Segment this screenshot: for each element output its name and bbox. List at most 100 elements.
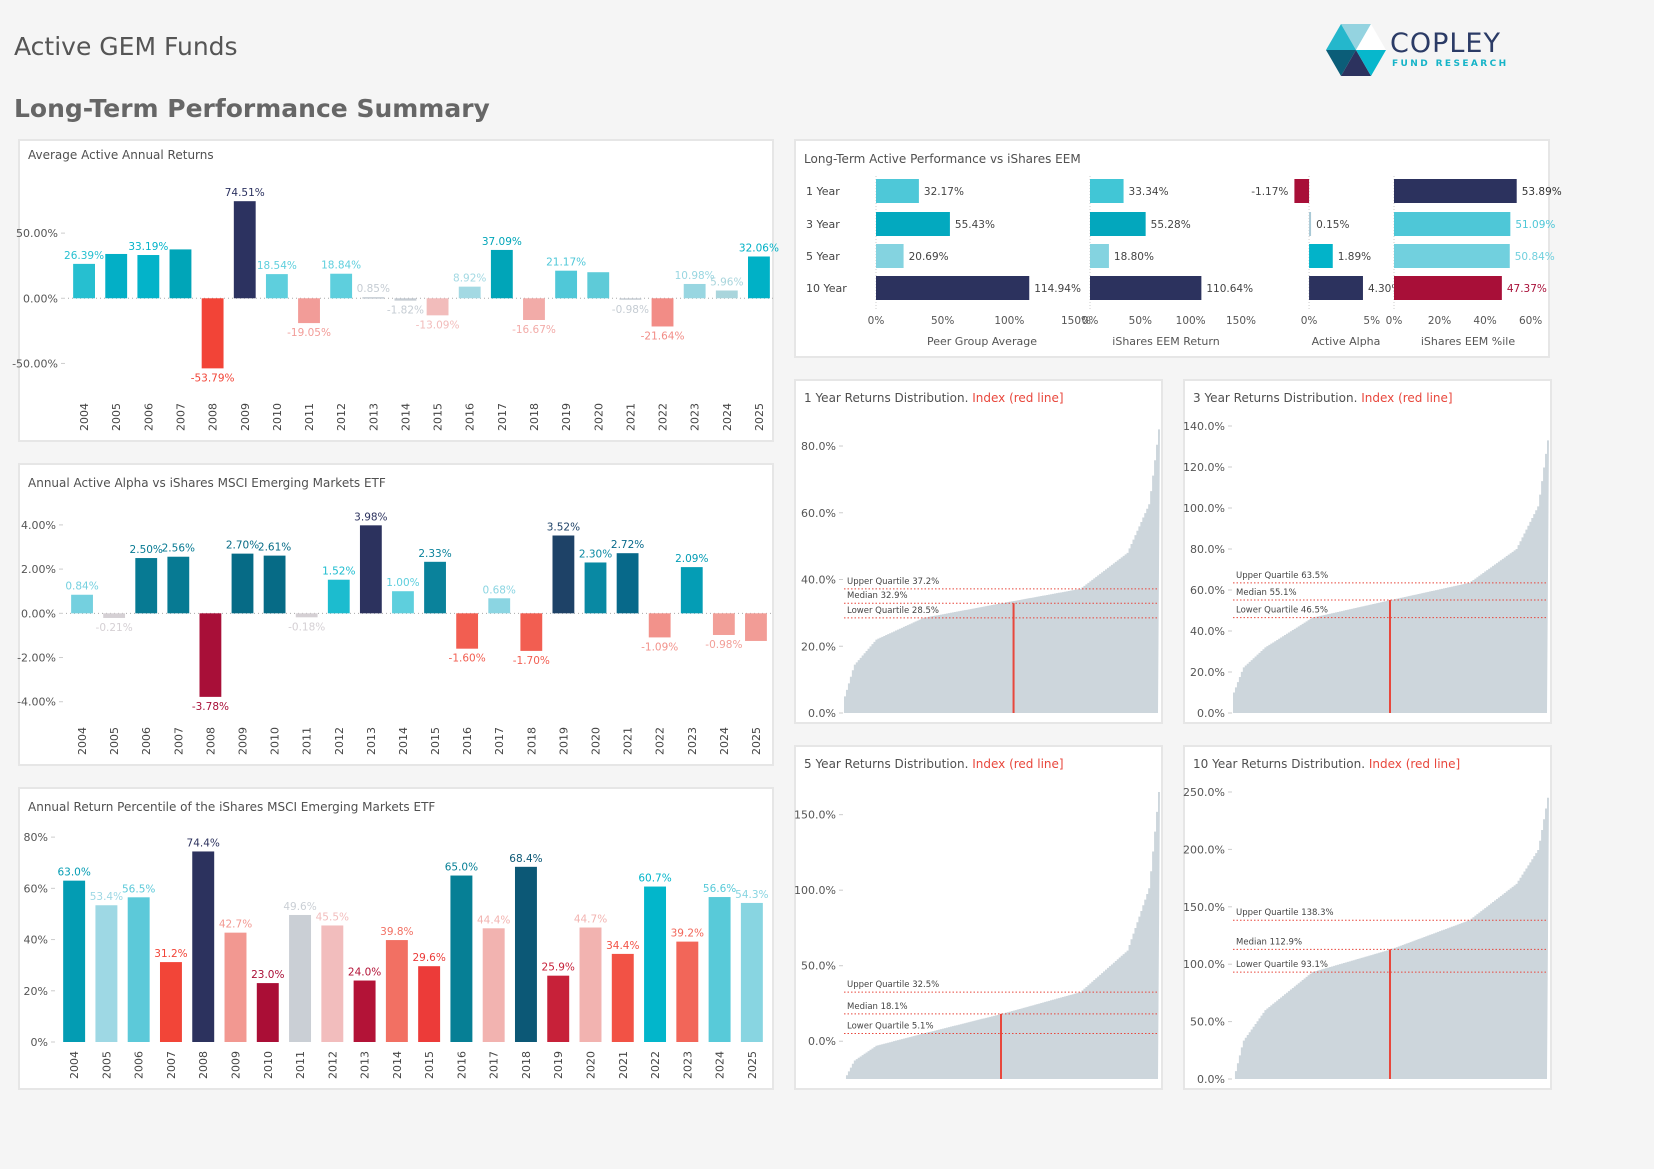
bar <box>876 212 950 236</box>
data-label: 3.98% <box>354 511 387 523</box>
data-label: 1.89% <box>1338 251 1371 263</box>
x-tick-label: 2016 <box>461 727 474 755</box>
avg-active-returns-chart: -50.00% 0.00% 50.00% 26.39% 2004 2005 33.19% 20… <box>12 187 779 431</box>
x-tick-label: 2016 <box>455 1051 468 1079</box>
dashboard-title: Active GEM Funds <box>14 32 238 61</box>
bar <box>1090 244 1109 268</box>
data-label: -53.79% <box>191 372 235 384</box>
data-label: 26.39% <box>64 250 104 262</box>
data-label: 53.89% <box>1522 186 1562 198</box>
data-label: 32.06% <box>739 242 779 254</box>
active-alpha-chart: -4.00% -2.00% 0.00% 2.00% 4.00% 0.84% 2004 -0.2… <box>17 511 772 755</box>
index-legend: Index (red line] <box>1361 391 1453 405</box>
data-label: 2.50% <box>130 544 163 556</box>
y-tick-label: 100.0% <box>1183 502 1225 515</box>
upper-quartile-label: Upper Quartile 63.5% <box>1236 571 1328 581</box>
bar <box>63 880 86 1042</box>
data-label: 34.4% <box>606 940 639 952</box>
bar <box>523 298 545 320</box>
x-tick-label: 2021 <box>617 1051 630 1079</box>
avg-active-returns-panel: Average Active Annual Returns -50.00% 0.0… <box>12 139 779 442</box>
bar <box>233 201 256 299</box>
data-label: 74.51% <box>225 187 265 199</box>
upper-quartile-label: Upper Quartile 37.2% <box>847 577 939 587</box>
data-label: -16.67% <box>512 324 556 336</box>
y-tick-label: 0% <box>31 1036 48 1049</box>
dist-title: 3 Year Returns Distribution. <box>1193 391 1358 405</box>
x-tick-label: 2017 <box>496 403 509 431</box>
y-tick-label: 250.0% <box>1183 786 1225 799</box>
chart-title: 3 Year Returns Distribution. Index (red … <box>1193 391 1453 405</box>
bar <box>552 535 575 614</box>
x-tick-label: 2021 <box>622 727 635 755</box>
index-legend: Index (red line] <box>972 391 1064 405</box>
dist-title: 10 Year Returns Distribution. <box>1193 757 1366 771</box>
bar <box>1309 244 1333 268</box>
row-label: 5 Year <box>806 250 840 263</box>
axis-title: Active Alpha <box>1312 335 1381 348</box>
data-label: 18.80% <box>1114 251 1154 263</box>
data-label: -13.09% <box>416 319 460 331</box>
y-tick-label: -2.00% <box>17 652 56 665</box>
bar <box>450 875 473 1042</box>
y-tick-label: 0.00% <box>23 292 58 305</box>
bar <box>418 966 441 1042</box>
data-label: 68.4% <box>509 853 542 865</box>
data-label: 37.09% <box>482 236 522 248</box>
data-label: 0.68% <box>483 584 516 596</box>
x-tick-label: 2016 <box>464 403 477 431</box>
bar <box>362 297 385 299</box>
data-label: 4.30% <box>1368 283 1401 295</box>
bar <box>683 283 706 299</box>
data-label: -1.09% <box>641 641 678 653</box>
data-label: 1.00% <box>386 577 419 589</box>
y-tick-label: 50.00% <box>16 227 58 240</box>
bar <box>201 298 224 369</box>
x-tick-label: 2011 <box>294 1051 307 1079</box>
x-tick-label: 2021 <box>624 403 637 431</box>
x-tick-label: 2005 <box>100 1051 113 1079</box>
distribution-area <box>844 429 1160 713</box>
x-tick-label: 2011 <box>301 727 314 755</box>
bar <box>426 298 449 316</box>
x-tick-label: 2017 <box>488 1051 501 1079</box>
x-tick-label: 2025 <box>750 727 763 755</box>
y-tick-label: 50.0% <box>801 960 836 973</box>
data-label: 74.4% <box>187 837 220 849</box>
bar <box>263 555 286 614</box>
x-tick-label: 2008 <box>204 727 217 755</box>
y-tick-label: 40.0% <box>801 574 836 587</box>
bar <box>359 525 382 614</box>
bar <box>490 249 513 299</box>
y-tick-label: 50.0% <box>1190 1016 1225 1029</box>
data-label: 18.84% <box>321 260 361 272</box>
bar <box>1394 212 1511 236</box>
x-tick-label: 2022 <box>657 403 670 431</box>
y-tick-label: -4.00% <box>17 696 56 709</box>
bar <box>256 983 279 1042</box>
median-label: Median 55.1% <box>1236 588 1297 598</box>
x-tick-label: 2012 <box>326 1051 339 1079</box>
chart-title: Long-Term Active Performance vs iShares … <box>804 152 1081 166</box>
bar <box>579 927 602 1042</box>
active-alpha-panel: Annual Active Alpha vs iShares MSCI Emer… <box>17 463 774 766</box>
bar <box>482 928 505 1042</box>
y-tick-label: 120.0% <box>1183 461 1225 474</box>
median-label: Median 32.9% <box>847 591 908 601</box>
bar <box>616 553 639 614</box>
bar <box>392 591 414 614</box>
row-label: 10 Year <box>806 282 847 295</box>
y-tick-label: 100.0% <box>1183 958 1225 971</box>
bar <box>514 866 537 1042</box>
dist-1y-panel: 1 Year Returns Distribution. Index (red … <box>794 379 1163 724</box>
x-tick-label: 60% <box>1519 315 1542 327</box>
bar <box>748 256 770 299</box>
y-tick-label: 60.0% <box>1190 584 1225 597</box>
y-tick-label: 40% <box>24 934 48 947</box>
x-tick-label: 2014 <box>399 403 412 431</box>
x-tick-label: 2004 <box>68 1051 81 1079</box>
bar <box>192 851 215 1042</box>
data-label: 8.92% <box>453 273 486 285</box>
x-tick-label: 0% <box>1386 315 1403 327</box>
bar <box>676 941 699 1042</box>
